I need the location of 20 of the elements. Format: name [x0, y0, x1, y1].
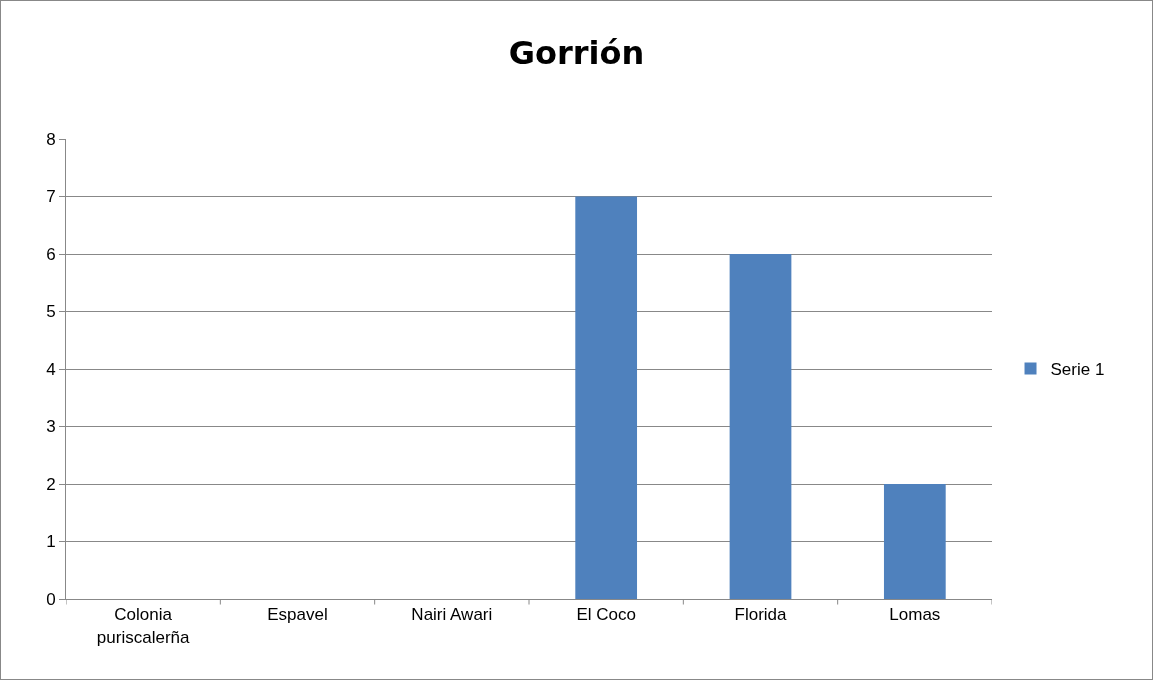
x-tick-label: Lomas — [889, 605, 941, 625]
bar — [575, 196, 638, 599]
y-tick-label: 3 — [46, 417, 56, 437]
y-tick-label: 8 — [46, 129, 56, 149]
y-tick-label: 6 — [46, 244, 56, 264]
y-tick-label: 7 — [46, 187, 56, 207]
x-tick-label: El Coco — [576, 605, 636, 625]
x-tick-label: Nairi Awari — [411, 605, 493, 625]
bar — [883, 484, 946, 599]
y-tick-label: 0 — [46, 589, 56, 609]
x-tick-label: Florida — [734, 605, 788, 625]
y-tick-label: 1 — [46, 532, 56, 552]
bar — [729, 254, 792, 599]
legend-label: Serie 1 — [1050, 360, 1105, 380]
y-tick-label: 5 — [46, 302, 56, 322]
y-tick-label: 2 — [46, 474, 56, 494]
x-tick-label: Colonia puriscalerña — [96, 605, 191, 647]
chart-title: Gorrión — [508, 34, 645, 73]
y-tick-label: 4 — [46, 359, 56, 379]
x-tick-label: Espavel — [267, 605, 328, 625]
